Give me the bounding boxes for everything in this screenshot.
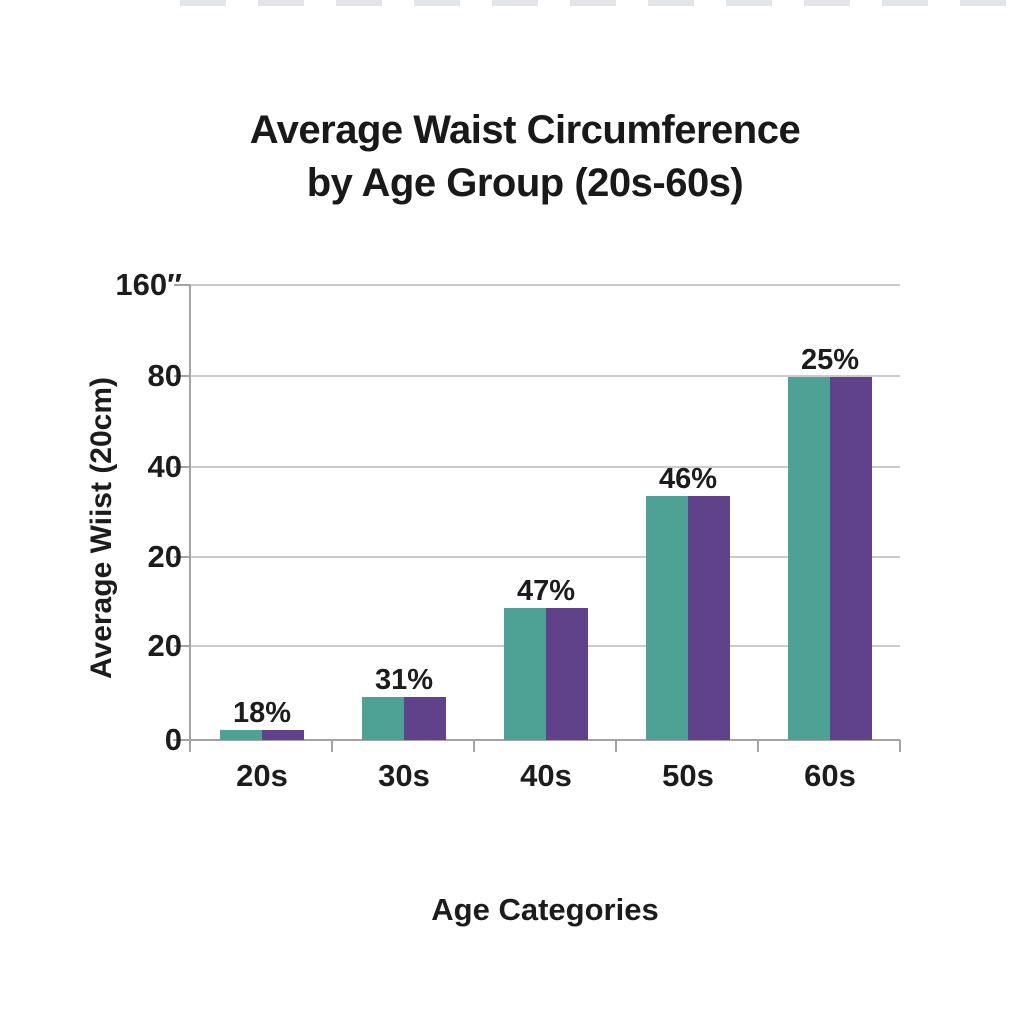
y-tick-label: 20 <box>147 628 182 663</box>
y-tick <box>174 556 190 558</box>
x-tick <box>331 740 333 752</box>
y-tick <box>174 466 190 468</box>
bar-teal-20s <box>220 730 262 740</box>
x-tick-label-60s: 60s <box>804 758 856 793</box>
x-tick-label-40s: 40s <box>520 758 572 793</box>
gridline <box>190 466 900 468</box>
x-tick <box>615 740 617 752</box>
y-tick-label: 160″ <box>115 267 182 302</box>
chart-title-line-2: by Age Group (20s-60s) <box>306 161 744 205</box>
bar-purple-50s <box>688 496 730 740</box>
gridline <box>190 556 900 558</box>
bar-value-label: 46% <box>658 463 718 495</box>
y-tick <box>174 284 190 286</box>
x-tick <box>757 740 759 752</box>
x-tick <box>473 740 475 752</box>
bar-teal-50s <box>646 496 688 740</box>
y-axis-line <box>189 285 191 752</box>
x-tick-label-50s: 50s <box>662 758 714 793</box>
x-tick <box>899 740 901 752</box>
bar-purple-60s <box>830 377 872 740</box>
bar-purple-40s <box>546 608 588 740</box>
chart-title-line-1: Average Waist Circumference <box>249 108 801 152</box>
bar-teal-30s <box>362 697 404 740</box>
x-axis-title: Age Categories <box>431 892 659 927</box>
bar-value-label: 31% <box>374 664 434 696</box>
bar-value-label: 18% <box>232 697 292 729</box>
x-tick-label-30s: 30s <box>378 758 430 793</box>
bar-purple-20s <box>262 730 304 740</box>
y-tick-label: 80 <box>147 358 182 393</box>
bar-teal-40s <box>504 608 546 740</box>
gridline <box>190 375 900 377</box>
gridline <box>190 284 900 286</box>
chart-title: Average Waist Circumference by Age Group… <box>40 104 1010 210</box>
x-axis-baseline <box>173 739 900 741</box>
bar-teal-60s <box>788 377 830 740</box>
bar-value-label: 25% <box>800 344 860 376</box>
y-tick-label: 20 <box>147 539 182 574</box>
y-tick-label: 40 <box>147 449 182 484</box>
y-tick <box>174 645 190 647</box>
x-tick-label-20s: 20s <box>236 758 288 793</box>
y-tick-label: 0 <box>164 722 182 757</box>
bar-purple-30s <box>404 697 446 740</box>
bar-value-label: 47% <box>516 575 576 607</box>
top-edge-artifact <box>180 0 1024 6</box>
y-tick <box>174 375 190 377</box>
